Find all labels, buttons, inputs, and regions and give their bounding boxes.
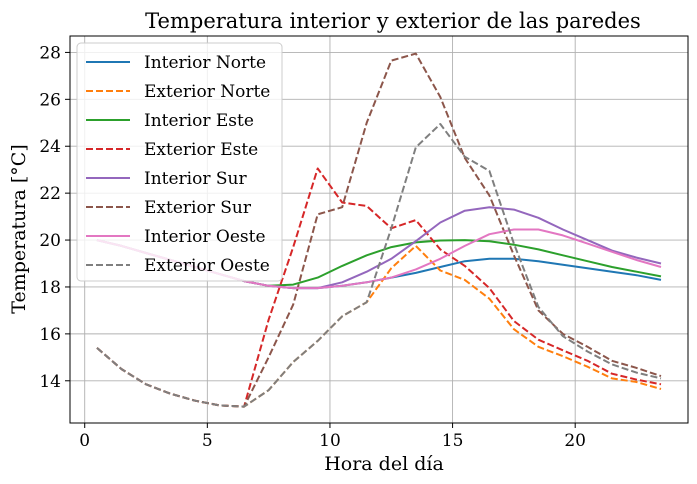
x-tick-label: 0	[79, 431, 90, 451]
series-line-3	[96, 167, 662, 408]
legend-label-1: Exterior Norte	[144, 82, 270, 102]
y-tick-label: 22	[39, 184, 61, 204]
legend-label-3: Exterior Este	[144, 140, 258, 160]
y-axis-label: Temperatura [°C]	[8, 144, 30, 313]
y-tick-label: 24	[39, 137, 61, 157]
y-tick-label: 26	[39, 90, 61, 110]
series-line-5	[96, 52, 662, 408]
legend-label-2: Interior Este	[144, 111, 254, 131]
x-axis-label: Hora del día	[324, 453, 444, 475]
plot-frame	[69, 35, 689, 424]
legend: Interior Norte Exterior Norte Interior Est…	[76, 42, 283, 282]
y-tick-label: 16	[39, 325, 61, 345]
legend-label-0: Interior Norte	[144, 53, 266, 73]
series-line-1	[96, 244, 662, 408]
y-ticks: 14 16 18 20 22 24 26 28	[39, 43, 70, 392]
legend-label-5: Exterior Sur	[144, 198, 252, 218]
legend-label-7: Exterior Oeste	[144, 256, 270, 276]
legend-box	[76, 42, 283, 282]
y-tick-label: 18	[39, 278, 61, 298]
series-line-7	[96, 123, 662, 408]
legend-label-4: Interior Sur	[144, 169, 247, 189]
x-ticks: 0 5 10 15 20	[79, 423, 586, 451]
chart-title: Temperatura interior y exterior de las p…	[145, 9, 641, 33]
x-tick-label: 10	[319, 431, 341, 451]
x-tick-label: 20	[564, 431, 586, 451]
legend-label-6: Interior Oeste	[144, 227, 266, 247]
x-tick-label: 5	[202, 431, 213, 451]
y-tick-label: 28	[39, 43, 61, 63]
y-tick-label: 20	[39, 231, 61, 251]
x-tick-label: 15	[442, 431, 464, 451]
y-tick-label: 14	[39, 372, 61, 392]
